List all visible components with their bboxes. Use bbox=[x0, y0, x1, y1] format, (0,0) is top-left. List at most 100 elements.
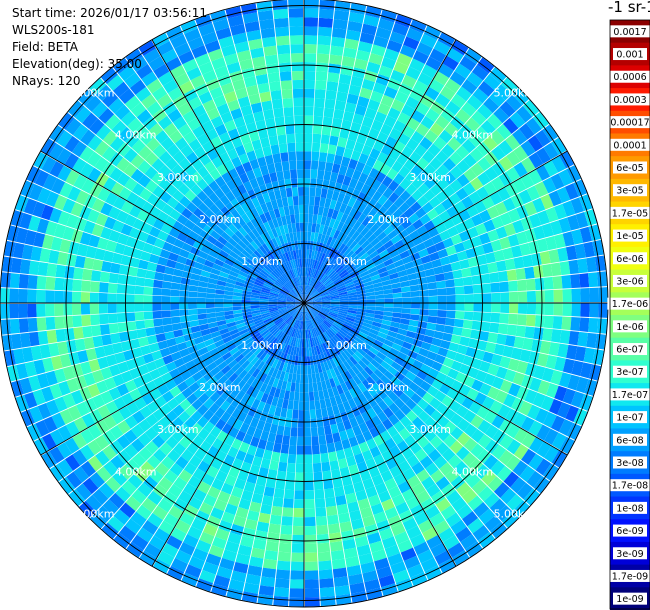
range-gate-cell bbox=[315, 80, 327, 90]
range-gate-cell bbox=[279, 310, 289, 316]
range-gate-cell bbox=[246, 258, 256, 267]
range-gate-cell bbox=[456, 482, 472, 497]
range-gate-cell bbox=[392, 292, 403, 299]
range-gate-cell bbox=[158, 428, 172, 442]
range-gate-cell bbox=[310, 231, 315, 242]
range-gate-cell bbox=[101, 146, 117, 162]
range-gate-cell bbox=[259, 351, 268, 361]
range-gate-cell bbox=[263, 486, 275, 497]
range-gate-cell bbox=[286, 297, 296, 301]
range-gate-cell bbox=[463, 217, 475, 230]
range-gate-cell bbox=[88, 118, 105, 135]
range-gate-cell bbox=[321, 264, 329, 273]
range-gate-cell bbox=[316, 335, 323, 345]
range-gate-cell bbox=[471, 275, 482, 285]
range-gate-cell bbox=[428, 78, 445, 93]
range-gate-cell bbox=[262, 145, 272, 157]
range-gate-cell bbox=[416, 42, 433, 57]
range-gate-cell bbox=[278, 143, 288, 154]
range-gate-cell bbox=[350, 271, 360, 279]
azimuth-spoke bbox=[151, 302, 305, 567]
range-gate-cell bbox=[312, 124, 323, 135]
range-gate-cell bbox=[83, 220, 96, 235]
range-gate-cell bbox=[270, 312, 280, 318]
range-gate-cell bbox=[99, 282, 109, 293]
range-gate-cell bbox=[175, 455, 189, 470]
colorbar-tick-box bbox=[610, 93, 650, 106]
range-gate-cell bbox=[542, 463, 559, 481]
range-ring-label: 2.00km bbox=[367, 381, 409, 394]
range-gate-cell bbox=[255, 321, 265, 328]
range-gate-cell bbox=[294, 258, 299, 269]
range-gate-cell bbox=[346, 286, 356, 292]
range-gate-cell bbox=[456, 432, 471, 446]
range-gate-cell bbox=[482, 293, 492, 303]
range-gate-cell bbox=[349, 417, 359, 428]
range-gate-cell bbox=[277, 297, 287, 301]
range-gate-cell bbox=[440, 108, 456, 123]
range-gate-cell bbox=[333, 486, 345, 497]
range-gate-cell bbox=[499, 101, 516, 118]
range-gate-cell bbox=[528, 453, 544, 471]
range-gate-cell bbox=[284, 178, 292, 189]
range-gate-cell bbox=[339, 233, 348, 243]
range-gate-cell bbox=[282, 435, 291, 446]
range-gate-cell bbox=[489, 129, 505, 146]
range-gate-cell bbox=[361, 78, 376, 91]
range-gate-cell bbox=[203, 421, 215, 433]
range-gate-cell bbox=[323, 170, 332, 181]
range-gate-cell bbox=[243, 283, 254, 290]
range-gate-cell bbox=[36, 275, 47, 290]
range-gate-cell bbox=[90, 270, 102, 282]
range-gate-cell bbox=[27, 274, 38, 289]
range-gate-cell bbox=[370, 274, 381, 281]
range-gate-cell bbox=[358, 172, 369, 184]
range-gate-cell bbox=[314, 89, 326, 99]
range-gate-cell bbox=[398, 202, 410, 214]
range-gate-cell bbox=[554, 233, 566, 249]
range-gate-cell bbox=[83, 372, 96, 387]
range-gate-cell bbox=[356, 191, 367, 203]
range-gate-cell bbox=[81, 280, 91, 292]
range-gate-cell bbox=[190, 350, 201, 360]
range-gate-cell bbox=[276, 216, 283, 227]
range-gate-cell bbox=[320, 322, 328, 331]
range-gate-cell bbox=[536, 147, 551, 164]
range-gate-cell bbox=[253, 316, 263, 323]
range-gate-cell bbox=[100, 202, 113, 216]
range-gate-cell bbox=[289, 588, 304, 598]
range-gate-cell bbox=[206, 107, 220, 121]
range-gate-cell bbox=[312, 305, 322, 309]
range-gate-cell bbox=[215, 470, 228, 483]
range-gate-cell bbox=[162, 273, 173, 283]
range-gate-cell bbox=[479, 382, 492, 396]
range-gate-cell bbox=[268, 299, 278, 302]
range-gate-cell bbox=[390, 234, 402, 245]
range-gate-cell bbox=[146, 137, 161, 152]
range-gate-cell bbox=[491, 215, 504, 229]
range-gate-cell bbox=[321, 296, 331, 300]
range-gate-cell bbox=[159, 249, 171, 259]
range-gate-cell bbox=[311, 436, 319, 446]
range-gate-cell bbox=[298, 329, 302, 339]
range-gate-cell bbox=[336, 173, 345, 185]
range-gate-cell bbox=[95, 124, 112, 141]
range-gate-cell bbox=[237, 240, 248, 250]
range-gate-cell bbox=[288, 391, 295, 401]
range-gate-cell bbox=[211, 352, 222, 362]
range-gate-cell bbox=[317, 314, 325, 321]
range-gate-cell bbox=[216, 566, 233, 579]
range-gate-cell bbox=[172, 220, 184, 232]
colorbar-tick-label: 3e-08 bbox=[616, 458, 643, 469]
range-gate-cell bbox=[233, 309, 243, 315]
range-gate-cell bbox=[214, 370, 225, 381]
range-gate-cell bbox=[267, 468, 278, 480]
range-gate-cell bbox=[280, 289, 289, 295]
range-gate-cell bbox=[121, 200, 134, 214]
range-gate-cell bbox=[168, 505, 184, 520]
range-gate-cell bbox=[361, 144, 373, 157]
range-gate-cell bbox=[341, 258, 351, 268]
range-gate-cell bbox=[366, 187, 377, 198]
range-gate-cell bbox=[532, 112, 549, 130]
range-gate-cell bbox=[339, 392, 348, 403]
